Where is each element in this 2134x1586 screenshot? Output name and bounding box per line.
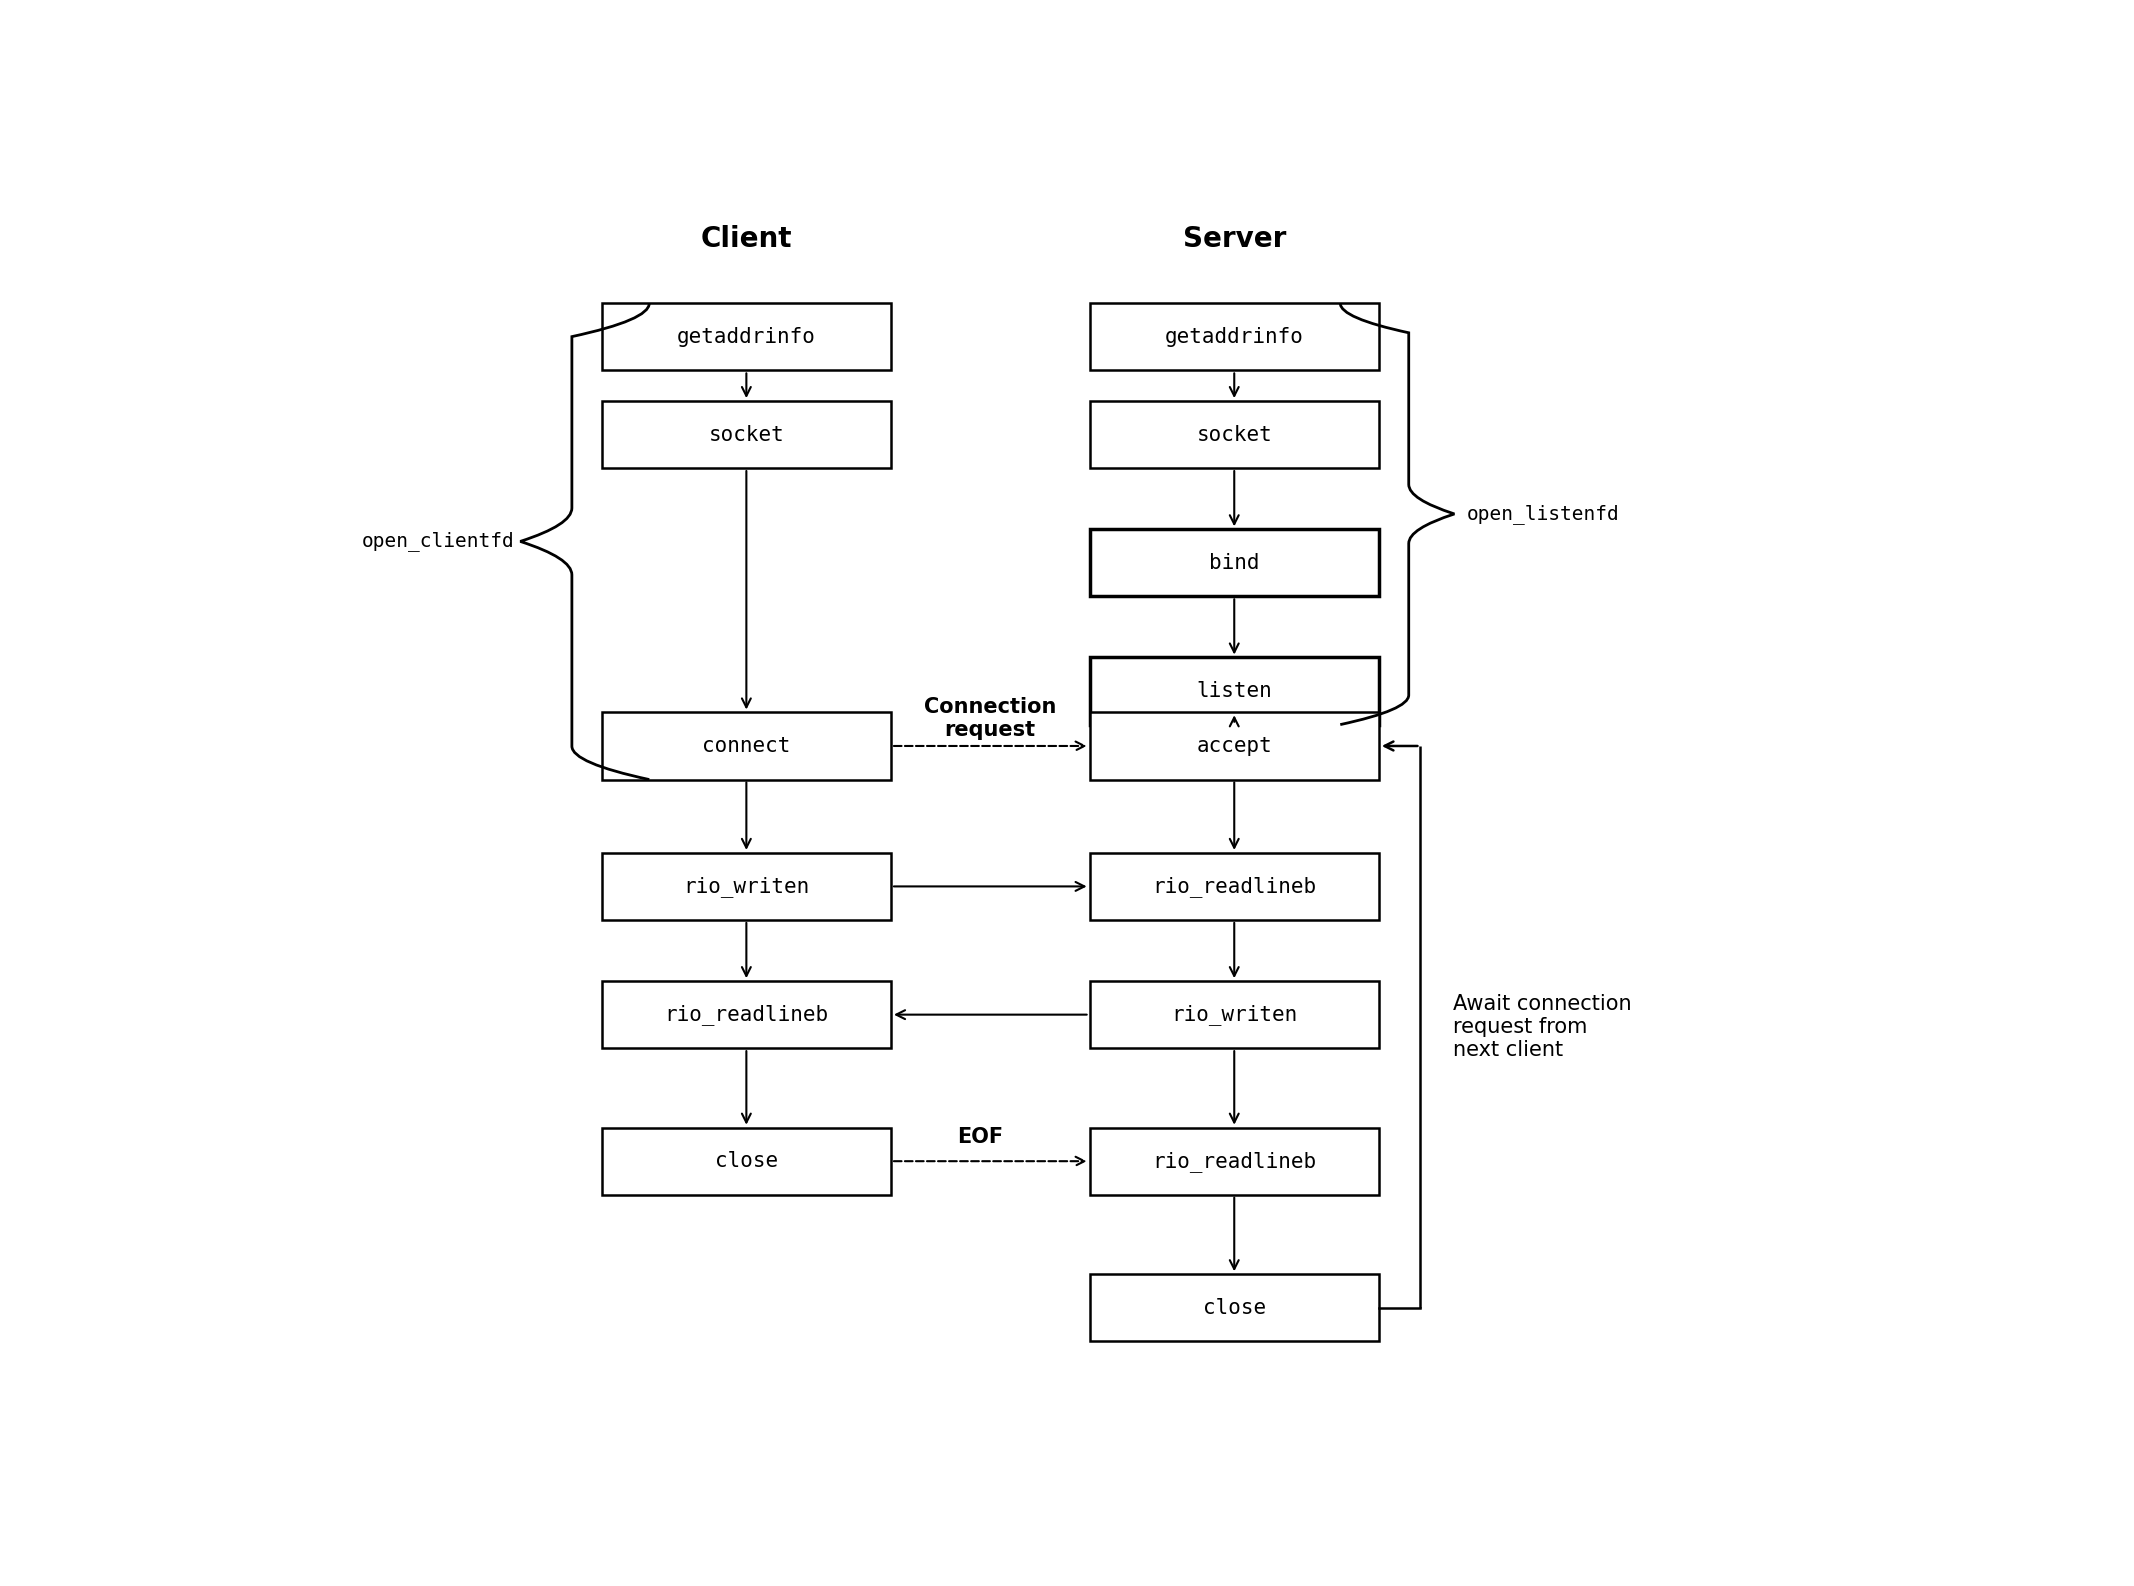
Text: accept: accept bbox=[1197, 736, 1272, 757]
FancyBboxPatch shape bbox=[1090, 853, 1379, 920]
Text: open_clientfd: open_clientfd bbox=[361, 531, 514, 552]
Text: getaddrinfo: getaddrinfo bbox=[1165, 327, 1304, 347]
Text: EOF: EOF bbox=[958, 1126, 1003, 1147]
Text: Connection
request: Connection request bbox=[924, 696, 1056, 739]
FancyBboxPatch shape bbox=[1090, 982, 1379, 1048]
FancyBboxPatch shape bbox=[1090, 1128, 1379, 1194]
Text: open_listenfd: open_listenfd bbox=[1466, 504, 1620, 523]
Text: Server: Server bbox=[1182, 225, 1287, 254]
Text: socket: socket bbox=[708, 425, 783, 444]
Text: close: close bbox=[1204, 1297, 1265, 1318]
Text: rio_readlineb: rio_readlineb bbox=[664, 1004, 828, 1025]
FancyBboxPatch shape bbox=[602, 712, 892, 780]
FancyBboxPatch shape bbox=[602, 303, 892, 371]
Text: rio_writen: rio_writen bbox=[683, 875, 809, 898]
Text: Await connection
request from
next client: Await connection request from next clien… bbox=[1453, 994, 1633, 1059]
FancyBboxPatch shape bbox=[1090, 530, 1379, 596]
Text: connect: connect bbox=[702, 736, 790, 757]
FancyBboxPatch shape bbox=[1090, 1274, 1379, 1342]
Text: rio_writen: rio_writen bbox=[1172, 1004, 1297, 1025]
Text: listen: listen bbox=[1197, 680, 1272, 701]
FancyBboxPatch shape bbox=[602, 1128, 892, 1194]
FancyBboxPatch shape bbox=[1090, 303, 1379, 371]
Text: socket: socket bbox=[1197, 425, 1272, 444]
Text: Client: Client bbox=[700, 225, 792, 254]
Text: rio_readlineb: rio_readlineb bbox=[1152, 875, 1317, 898]
FancyBboxPatch shape bbox=[602, 401, 892, 468]
FancyBboxPatch shape bbox=[602, 853, 892, 920]
Text: rio_readlineb: rio_readlineb bbox=[1152, 1151, 1317, 1172]
FancyBboxPatch shape bbox=[1090, 658, 1379, 725]
Text: bind: bind bbox=[1210, 554, 1259, 573]
FancyBboxPatch shape bbox=[602, 982, 892, 1048]
FancyBboxPatch shape bbox=[1090, 401, 1379, 468]
Text: getaddrinfo: getaddrinfo bbox=[676, 327, 815, 347]
Text: close: close bbox=[715, 1151, 779, 1170]
FancyBboxPatch shape bbox=[1090, 712, 1379, 780]
